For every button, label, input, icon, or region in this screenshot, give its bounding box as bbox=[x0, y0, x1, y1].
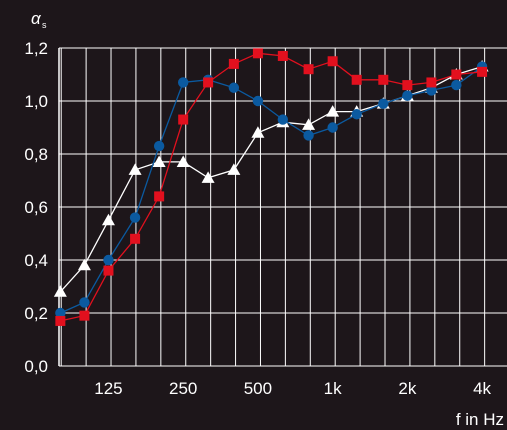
y-tick-label-5: 1,0 bbox=[24, 92, 48, 111]
data-point-square-500 bbox=[252, 48, 263, 59]
grid bbox=[58, 47, 507, 367]
series-triangle bbox=[53, 60, 489, 297]
x-tick-label-1k: 1k bbox=[324, 379, 342, 398]
y-tick-label-0: 0,0 bbox=[24, 357, 48, 376]
data-point-square-125 bbox=[103, 265, 114, 276]
data-point-circle-800 bbox=[303, 130, 314, 141]
data-point-triangle-400 bbox=[227, 163, 241, 175]
data-point-square-200 bbox=[154, 191, 165, 202]
y-axis-label: α bbox=[31, 9, 42, 28]
data-point-triangle-160 bbox=[128, 163, 142, 175]
data-point-square-4000 bbox=[477, 66, 488, 77]
data-point-circle-2500 bbox=[426, 85, 437, 96]
y-tick-label-1: 0,2 bbox=[24, 304, 48, 323]
data-point-circle-200 bbox=[153, 140, 165, 152]
data-point-square-2500 bbox=[426, 77, 437, 88]
data-point-circle-250 bbox=[177, 77, 189, 88]
data-point-square-160 bbox=[130, 233, 141, 244]
data-point-circle-3150 bbox=[451, 79, 462, 91]
x-axis-label: f in Hz bbox=[456, 410, 504, 429]
data-point-square-400 bbox=[228, 58, 239, 69]
series-line-circle bbox=[60, 66, 483, 314]
data-point-square-2000 bbox=[402, 80, 413, 91]
data-point-circle-500 bbox=[252, 95, 264, 107]
y-tick-label-3: 0,6 bbox=[24, 198, 48, 217]
series-square bbox=[55, 48, 488, 326]
data-point-circle-100 bbox=[79, 297, 90, 308]
data-point-triangle-315 bbox=[201, 171, 215, 183]
data-point-square-250 bbox=[178, 114, 189, 125]
data-point-circle-160 bbox=[129, 212, 141, 223]
series-line-triangle bbox=[59, 65, 483, 293]
data-point-circle-2000 bbox=[402, 90, 413, 101]
data-point-circle-1250 bbox=[351, 109, 362, 120]
series-layer bbox=[53, 48, 489, 326]
x-tick-label-500: 500 bbox=[244, 379, 272, 398]
data-point-circle-630 bbox=[277, 114, 289, 125]
x-tick-label-4k: 4k bbox=[473, 379, 491, 398]
data-point-square-1600 bbox=[378, 74, 389, 85]
x-tick-label-250: 250 bbox=[169, 379, 197, 398]
x-tick-label-125: 125 bbox=[94, 379, 122, 398]
data-point-triangle-80 bbox=[53, 285, 67, 297]
data-point-triangle-1000 bbox=[326, 105, 340, 117]
data-point-square-80 bbox=[55, 315, 66, 326]
data-point-circle-80 bbox=[55, 307, 66, 319]
y-tick-label-4: 0,8 bbox=[24, 145, 48, 164]
data-point-triangle-200 bbox=[152, 155, 166, 167]
data-point-triangle-100 bbox=[77, 258, 91, 271]
data-point-square-100 bbox=[79, 310, 90, 321]
data-point-triangle-800 bbox=[302, 118, 316, 130]
data-point-triangle-500 bbox=[251, 126, 265, 138]
y-axis-label-subscript: s bbox=[42, 20, 47, 30]
series-circle bbox=[55, 61, 488, 319]
x-tick-label-2k: 2k bbox=[398, 379, 416, 398]
data-point-square-315 bbox=[203, 77, 214, 88]
data-point-circle-125 bbox=[103, 254, 114, 266]
data-point-square-800 bbox=[303, 64, 314, 75]
y-tick-labels: 0,0 0,2 0,4 0,6 0,8 1,0 1,2 bbox=[24, 39, 48, 376]
y-tick-label-2: 0,4 bbox=[24, 251, 48, 270]
data-point-circle-400 bbox=[228, 82, 240, 93]
data-point-circle-1600 bbox=[378, 98, 389, 109]
x-tick-labels: 125 250 500 1k 2k 4k bbox=[94, 379, 491, 398]
data-point-triangle-125 bbox=[101, 213, 115, 226]
data-point-square-1250 bbox=[351, 74, 362, 85]
data-point-circle-1000 bbox=[327, 122, 338, 133]
data-point-square-1000 bbox=[327, 56, 338, 67]
data-point-triangle-250 bbox=[176, 155, 190, 167]
data-point-square-3150 bbox=[451, 69, 462, 80]
y-tick-label-6: 1,2 bbox=[24, 39, 48, 58]
data-point-square-630 bbox=[277, 50, 288, 61]
